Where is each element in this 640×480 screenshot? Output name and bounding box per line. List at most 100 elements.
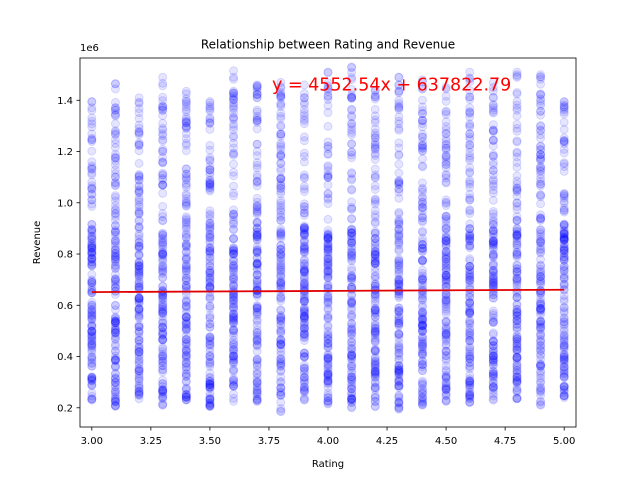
scatter-point [370,356,380,366]
scatter-point [87,326,97,336]
scatter-point [134,394,144,404]
scatter-point [417,293,427,303]
x-tick-label: 3.00 [81,436,103,447]
scatter-point [134,360,144,370]
scatter-point [229,171,239,181]
scatter-point [252,117,262,127]
scatter-point [87,326,97,336]
scatter-point [181,344,191,354]
scatter-point [465,179,475,189]
scatter-point [87,184,97,194]
scatter-point [110,396,120,406]
scatter-point [441,382,451,392]
scatter-point [110,400,120,410]
scatter-point [181,320,191,330]
scatter-point [87,228,97,238]
scatter-point [394,343,404,353]
scatter-point [299,264,309,274]
scatter-point [158,300,168,310]
scatter-point [559,273,569,283]
scatter-point [87,189,97,199]
scatter-point [158,96,168,106]
scatter-point [158,118,168,128]
scatter-point [158,250,168,260]
scatter-point [181,164,191,174]
scatter-point [87,391,97,401]
scatter-point [158,351,168,361]
scatter-point [134,169,144,179]
scatter-point [181,312,191,322]
scatter-point [87,280,97,290]
scatter-point [87,243,97,253]
scatter-point [181,362,191,372]
scatter-point [417,359,427,369]
scatter-point [87,300,97,310]
scatter-point [87,336,97,346]
scatter-point [441,136,451,146]
scatter-point [110,323,120,333]
scatter-point [370,327,380,337]
scatter-point [181,335,191,345]
scatter-point [134,356,144,366]
scatter-point [87,195,97,205]
scatter-point [87,355,97,365]
scatter-point [276,203,286,213]
scatter-point [110,396,120,406]
scatter-point [134,171,144,181]
scatter-point [512,147,522,157]
scatter-point [559,365,569,375]
scatter-point [323,339,333,349]
scatter-point [323,171,333,181]
scatter-point [276,319,286,329]
scatter-point [134,384,144,394]
scatter-point [134,268,144,278]
scatter-point [181,260,191,270]
scatter-point [441,270,451,280]
scatter-point [205,343,215,353]
scatter-point [465,262,475,272]
scatter-point [276,378,286,388]
scatter-point [158,335,168,345]
scatter-point [110,397,120,407]
scatter-point [465,243,475,253]
scatter-point [134,120,144,130]
scatter-point [110,312,120,322]
scatter-point [87,181,97,191]
scatter-point [134,293,144,303]
scatter-point [87,310,97,320]
scatter-point [134,258,144,268]
scatter-point [181,233,191,243]
scatter-point [347,312,357,322]
scatter-point [134,381,144,391]
scatter-point [158,335,168,345]
scatter-point [110,221,120,231]
scatter-point [488,249,498,259]
scatter-point [110,209,120,219]
scatter-point [110,275,120,285]
scatter-point [347,184,357,194]
scatter-point [512,215,522,225]
scatter-point [417,350,427,360]
scatter-point [394,101,404,111]
scatter-point [276,343,286,353]
scatter-point [181,392,191,402]
scatter-point [394,168,404,178]
scatter-point [158,229,168,239]
scatter-point [465,224,475,234]
scatter-point [134,298,144,308]
scatter-point [158,231,168,241]
scatter-point [87,226,97,236]
scatter-point [370,305,380,315]
scatter-point [87,224,97,234]
scatter-point [465,153,475,163]
scatter-point [87,243,97,253]
scatter-point [229,351,239,361]
scatter-point [134,249,144,259]
scatter-point [110,249,120,259]
scatter-point [158,351,168,361]
scatter-point [299,224,309,234]
scatter-point [158,144,168,154]
scatter-point [110,236,120,246]
scatter-point [181,191,191,201]
